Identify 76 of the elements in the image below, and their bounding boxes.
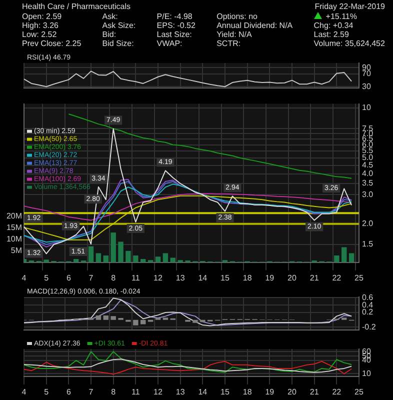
y-tick-label: 3.5 <box>362 178 374 188</box>
y-tick-label: 90 <box>362 62 372 72</box>
y-tick-label: 1.5 <box>362 240 374 249</box>
text: +15.11% <box>324 12 358 21</box>
x-tick-label: 25 <box>354 387 364 396</box>
y-tick-label: 10 <box>362 103 372 112</box>
y-tick-label: 2.0 <box>362 219 374 228</box>
text: VWAP: <box>156 39 184 48</box>
x-tick-label: 21 <box>310 387 320 396</box>
x-tick-label: 15 <box>220 387 230 396</box>
x-tick-label: 22 <box>332 273 342 282</box>
x-tick-label: 13 <box>176 387 186 396</box>
text: Open: 2.59 <box>22 12 63 21</box>
y-tick-label: 5.0 <box>362 153 374 162</box>
y-tick-label: 30 <box>362 82 372 91</box>
text: Chg: +0.34 <box>314 21 354 30</box>
y-tick-label: 4.5 <box>362 160 374 170</box>
x-tick-label: 11 <box>132 387 140 396</box>
y2-tick-label: 20M <box>6 212 22 221</box>
y-tick-label: 3.0 <box>362 190 374 199</box>
text: EPS: -0.52 <box>156 21 196 30</box>
x-tick-label: 19 <box>265 273 275 282</box>
x-tick-label: 4 <box>22 387 27 396</box>
text: Yield: N/A <box>216 30 253 39</box>
text: Options: no <box>216 12 259 21</box>
y-tick-label: 0.6 <box>362 292 374 302</box>
text: Low: 2.52 <box>22 30 58 39</box>
x-tick-label: 6 <box>66 387 72 396</box>
text: Volume: 35,624,452 <box>314 39 385 48</box>
x-tick-label: 25 <box>354 273 364 282</box>
x-tick-label: 7 <box>88 387 94 396</box>
text: Last: 2.59 <box>314 30 350 39</box>
x-tick-label: 20 <box>288 273 297 282</box>
y2-tick-label: 10M <box>6 234 22 244</box>
x-tick-label: 20 <box>288 387 297 396</box>
x-tick-label: 18 <box>242 387 252 396</box>
text: Ask Size: <box>102 21 136 30</box>
text: Last Size: <box>156 30 193 39</box>
x-tick-label: 5 <box>44 387 50 396</box>
y-tick-label: 10 <box>362 368 372 378</box>
x-tick-label: 7 <box>88 273 94 282</box>
y-tick-label: 0.4 <box>362 300 374 310</box>
y2-tick-label: 5M <box>10 246 22 256</box>
text: Ask: <box>102 12 119 21</box>
text: Bid: <box>102 30 118 39</box>
text: Friday 22-Mar-2019 <box>314 2 385 12</box>
x-tick-label: 11 <box>132 273 140 282</box>
text: Annual Dividend: N/A <box>216 21 293 30</box>
y2-tick-label: 15M <box>6 223 22 232</box>
text: Prev Close: 2.25 <box>22 39 82 48</box>
text: P/E: -4.98 <box>156 12 194 21</box>
x-tick-label: 6 <box>66 273 72 282</box>
x-tick-label: 21 <box>310 273 320 282</box>
y-tick-label: 6.0 <box>362 140 374 149</box>
x-tick-label: 18 <box>242 273 252 282</box>
y-tick-label: 4.0 <box>362 169 374 178</box>
x-tick-label: 14 <box>198 387 208 396</box>
x-tick-label: 8 <box>111 273 116 282</box>
text: Health Care / Pharmaceuticals <box>22 2 130 12</box>
x-tick-label: 15 <box>220 273 230 282</box>
x-tick-label: 12 <box>154 273 163 282</box>
x-tick-label: 19 <box>265 387 275 396</box>
x-tick-label: 12 <box>154 387 163 396</box>
y-tick-label: 0.2 <box>362 308 374 317</box>
x-tick-label: 14 <box>198 273 208 282</box>
x-tick-label: 5 <box>44 273 50 282</box>
x-tick-label: 13 <box>176 273 186 282</box>
text: High: 3.26 <box>22 21 60 30</box>
x-tick-label: 4 <box>22 273 27 282</box>
x-tick-label: 8 <box>111 387 116 396</box>
x-tick-label: 22 <box>332 387 342 396</box>
y-tick-label: 70 <box>362 69 372 78</box>
text: Bid Size: <box>102 39 135 48</box>
y-tick-label: -0.2 <box>362 322 376 332</box>
y-tick-label: 5.5 <box>362 146 374 156</box>
text: SCTR: <box>216 39 242 48</box>
